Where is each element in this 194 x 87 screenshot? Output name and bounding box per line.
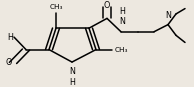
Text: N: N: [119, 17, 125, 26]
Text: H: H: [119, 7, 125, 16]
Text: O: O: [6, 58, 12, 67]
Text: N: N: [165, 11, 171, 20]
Text: CH₃: CH₃: [49, 4, 63, 10]
Text: H: H: [7, 33, 13, 42]
Text: H: H: [69, 78, 75, 87]
Text: N: N: [69, 68, 75, 76]
Text: O: O: [104, 1, 110, 10]
Text: CH₃: CH₃: [114, 47, 128, 53]
